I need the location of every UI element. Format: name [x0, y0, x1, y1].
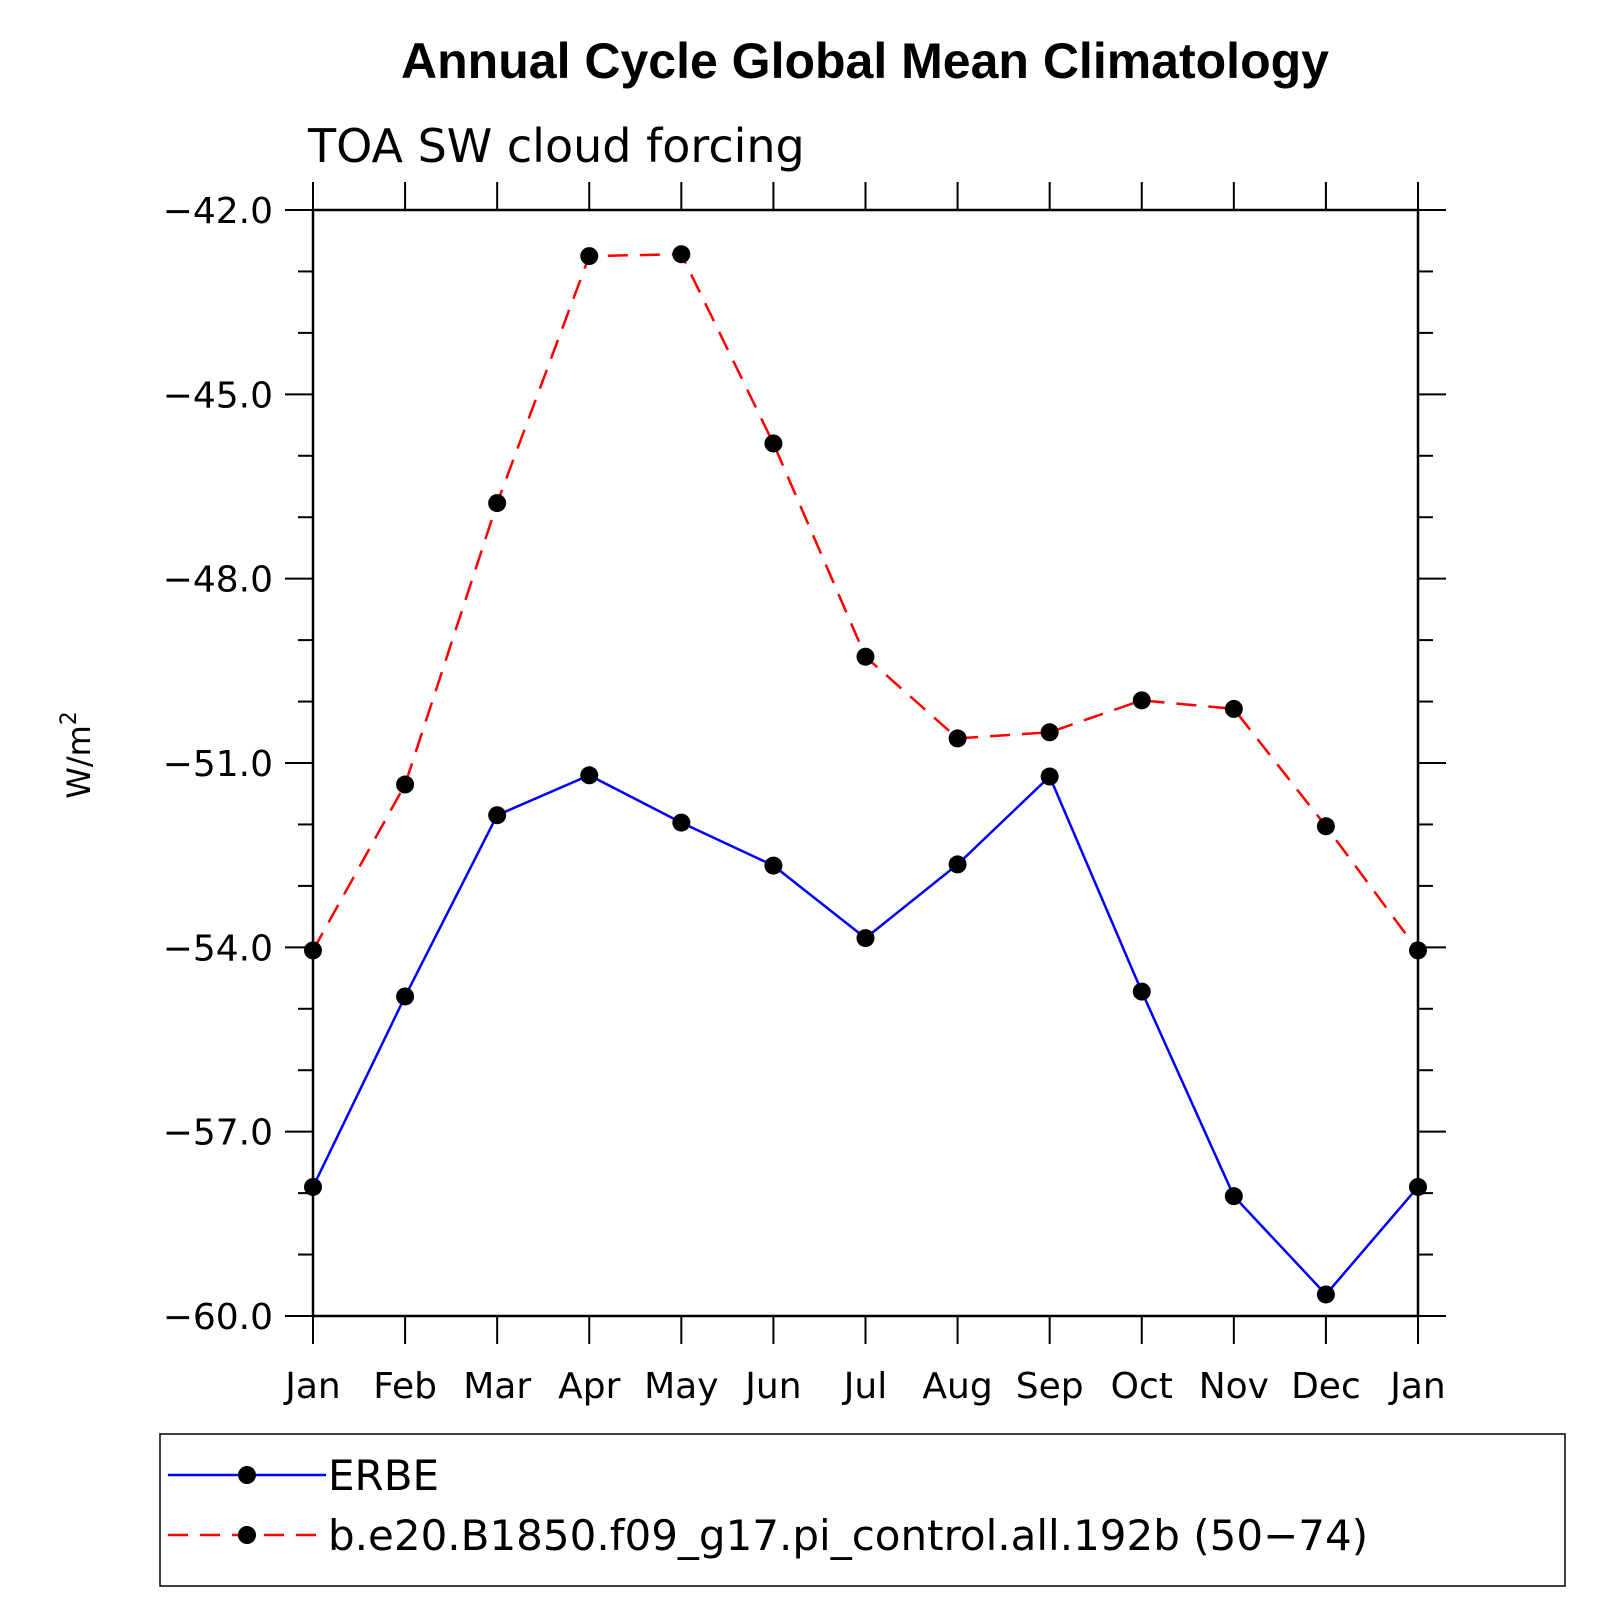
- data-point-series-1: [856, 647, 875, 666]
- x-tick-label: Oct: [1111, 1366, 1173, 1407]
- data-point-series-0: [580, 766, 599, 785]
- data-point-series-0: [1132, 982, 1151, 1001]
- data-point-series-1: [1224, 699, 1243, 718]
- data-point-series-0: [1316, 1285, 1335, 1304]
- legend-label: b.e20.B1850.f09_g17.pi_control.all.192b …: [328, 1511, 1368, 1560]
- data-point-series-1: [580, 247, 599, 266]
- x-tick-label: Jun: [743, 1366, 801, 1407]
- series-line-1: [311, 252, 1420, 952]
- data-point-series-0: [304, 1177, 322, 1196]
- data-point-series-1: [304, 941, 322, 960]
- x-tick-label: Sep: [1016, 1366, 1084, 1407]
- y-tick-label: −48.0: [163, 560, 273, 601]
- series-line-0: [311, 773, 1419, 1297]
- data-point-series-0: [1224, 1187, 1243, 1206]
- data-point-series-0: [488, 806, 507, 825]
- y-tick-label: −60.0: [163, 1297, 273, 1338]
- data-point-series-1: [1316, 817, 1335, 836]
- y-axis-label-superscript: 2: [57, 711, 82, 725]
- y-tick-label: −51.0: [163, 744, 273, 785]
- x-tick-label: Apr: [558, 1366, 620, 1407]
- y-tick-label: −42.0: [163, 191, 273, 232]
- data-point-series-0: [764, 856, 783, 875]
- x-tick-label: Mar: [463, 1366, 531, 1407]
- x-tick-label: Dec: [1291, 1366, 1361, 1407]
- y-axis-label-text: W/m: [60, 725, 98, 799]
- chart-subtitle: TOA SW cloud forcing: [307, 119, 805, 173]
- x-tick-label: Jul: [842, 1366, 887, 1407]
- legend: ERBE b.e20.B1850.f09_g17.pi_control.all.1…: [159, 1433, 1566, 1587]
- data-point-series-1: [764, 434, 783, 453]
- x-tick-label: May: [644, 1366, 718, 1407]
- y-axis-label: W/m2: [57, 711, 98, 799]
- data-point-series-1: [672, 245, 691, 264]
- x-tick-label: Jan: [1388, 1366, 1446, 1407]
- chart-title: Annual Cycle Global Mean Climatology: [401, 33, 1329, 89]
- x-tick-label: Aug: [922, 1366, 992, 1407]
- plot-axes: [285, 182, 1446, 1344]
- data-point-series-1: [1409, 941, 1427, 960]
- y-tick-label: −57.0: [163, 1113, 273, 1154]
- data-point-series-1: [948, 729, 967, 748]
- data-point-series-1: [1132, 691, 1151, 710]
- plot-frame: [311, 208, 1420, 1318]
- legend-marker: [238, 1526, 256, 1544]
- data-point-series-1: [488, 494, 507, 513]
- data-point-series-1: [396, 775, 415, 794]
- data-point-series-0: [856, 929, 875, 948]
- data-point-series-0: [672, 813, 691, 832]
- legend-label: ERBE: [328, 1451, 439, 1500]
- data-point-series-0: [396, 987, 415, 1006]
- y-tick-label: −45.0: [163, 375, 273, 416]
- data-point-series-1: [1040, 723, 1059, 742]
- data-point-series-0: [1409, 1177, 1427, 1196]
- legend-box: [159, 1433, 1566, 1587]
- data-point-series-0: [1040, 767, 1059, 786]
- series-layer: [304, 245, 1427, 1304]
- x-tick-label: Jan: [283, 1366, 341, 1407]
- y-tick-label: −54.0: [163, 928, 273, 969]
- x-tick-label: Feb: [373, 1366, 437, 1407]
- svg-text:W/m2: W/m2: [57, 711, 98, 799]
- legend-marker: [238, 1466, 256, 1484]
- x-tick-label: Nov: [1199, 1366, 1269, 1407]
- data-point-series-0: [948, 855, 967, 874]
